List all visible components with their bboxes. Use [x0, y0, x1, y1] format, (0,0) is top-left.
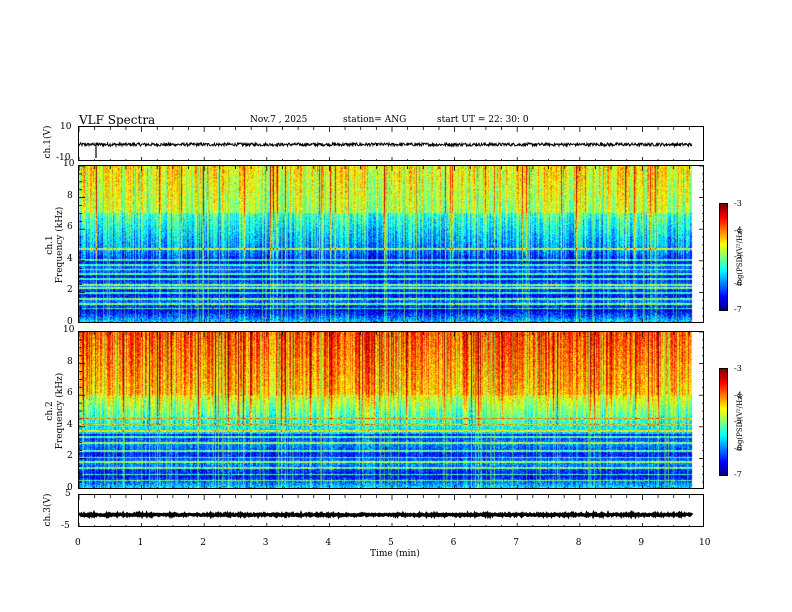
ch2-spectrogram-ylabel: ch.2 Frequency (kHz) — [45, 372, 65, 450]
colorbar-tick-label: -6 — [734, 443, 742, 453]
xtick-label: 3 — [262, 538, 269, 548]
ch1-spectrogram-ylabel: ch.1 Frequency (kHz) — [45, 206, 65, 284]
ytick-label: 0 — [67, 317, 73, 327]
xtick-label: 1 — [137, 538, 144, 548]
ytick-label: 0 — [67, 483, 73, 493]
ytick-label: 6 — [67, 388, 73, 399]
ch.1-waveform-line — [79, 141, 693, 148]
ch2-spectrogram-panel — [78, 331, 704, 489]
x-axis-label: Time (min) — [370, 549, 420, 559]
ytick-label: 6 — [67, 222, 73, 233]
ch2-spectrogram-ticks — [79, 332, 703, 488]
colorbar-tick-label: -4 — [734, 225, 742, 235]
station-label: station= ANG — [343, 115, 407, 125]
ch3-ytick-top: 5 — [65, 489, 71, 499]
colorbar-tick-label: -6 — [734, 278, 742, 288]
ch3-ytick-bottom: -5 — [61, 521, 70, 531]
ch1-waveform-panel — [78, 126, 704, 161]
xtick-label: 9 — [638, 538, 645, 548]
xtick-label: 6 — [450, 538, 457, 548]
ch1-spectrogram-panel — [78, 165, 704, 323]
colorbar-tick-label: -7 — [734, 305, 742, 314]
ytick-label: 8 — [67, 356, 73, 367]
ch1-spectrogram-ticks — [79, 166, 703, 322]
ch1-spectrogram-canvas — [79, 166, 703, 322]
xtick-label: 0 — [75, 538, 81, 548]
ch1-ytick-bottom: -10 — [56, 153, 71, 163]
xtick-label: 2 — [200, 538, 206, 548]
xtick-label: 8 — [575, 538, 582, 548]
ch1-ytick-top: 10 — [60, 122, 72, 132]
ch3-waveform-plot — [79, 495, 694, 526]
date-label: Nov.7 , 2025 — [250, 115, 308, 125]
ytick-label: 10 — [63, 159, 75, 169]
start-time-label: start UT = 22: 30: 0 — [437, 115, 529, 125]
chart-title: VLF Spectra — [79, 113, 156, 127]
ytick-label: 2 — [67, 451, 73, 462]
ch3-waveform-panel — [78, 494, 704, 527]
ytick-label: 10 — [63, 325, 75, 335]
ch1-colorbar-label: log(PSD)(V²/Hz) — [736, 228, 744, 286]
ch1-colorbar — [719, 203, 728, 311]
ch2-colorbar — [719, 368, 728, 476]
ch1-ylabel: ch.1(V) — [43, 125, 53, 159]
ytick-label: 2 — [67, 285, 73, 296]
ytick-label: 8 — [67, 190, 73, 201]
xtick-label: 7 — [513, 538, 519, 548]
ytick-label: 4 — [67, 253, 73, 264]
xtick-label: 10 — [699, 538, 711, 548]
colorbar-tick-label: -3 — [734, 199, 742, 208]
ch3-ylabel: ch.3(V) — [43, 493, 53, 527]
colorbar-tick-label: -7 — [734, 470, 742, 479]
ch2-colorbar-label: log(PSD)(V²/Hz) — [736, 393, 744, 451]
ch.3-waveform-line — [79, 509, 694, 520]
xtick-label: 5 — [388, 538, 394, 548]
colorbar-tick-label: -4 — [734, 390, 742, 400]
xtick-label: 4 — [325, 538, 332, 548]
ch1-waveform-plot — [79, 127, 693, 160]
ch2-spectrogram-canvas — [79, 332, 703, 488]
ytick-label: 4 — [67, 419, 73, 430]
colorbar-tick-label: -5 — [734, 252, 742, 261]
colorbar-tick-label: -3 — [734, 364, 742, 373]
colorbar-tick-label: -5 — [734, 417, 742, 426]
